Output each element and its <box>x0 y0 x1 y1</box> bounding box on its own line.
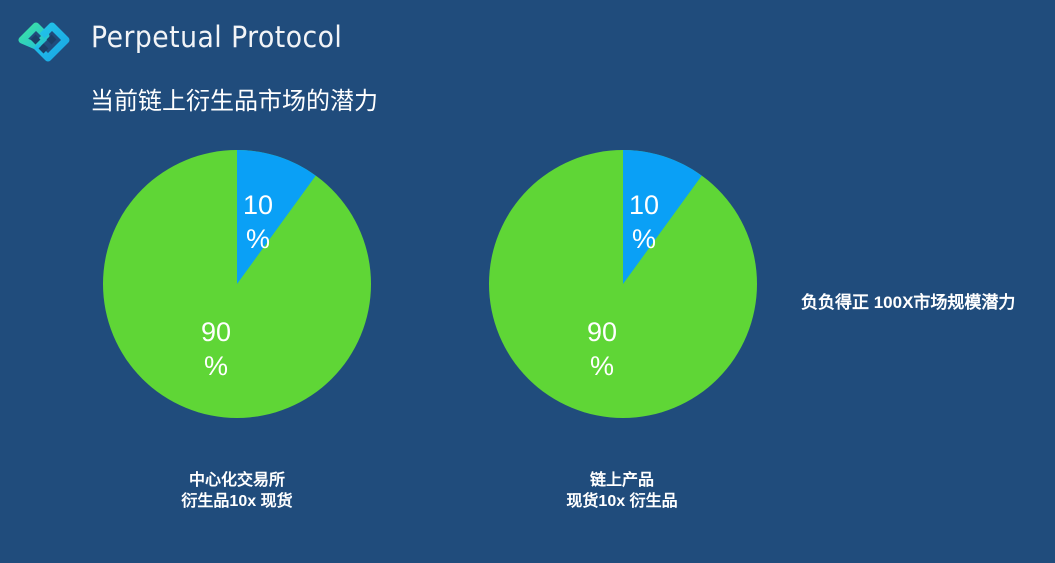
caption-line: 中心化交易所 <box>188 472 285 489</box>
slice-unit: % <box>203 351 228 381</box>
perpetual-protocol-logo-icon <box>18 17 70 65</box>
slice-label-10: 10 % <box>240 188 276 256</box>
slice-value: 90 <box>200 317 232 347</box>
pie-chart-onchain <box>489 150 757 418</box>
pie-caption-onchain: 链上产品 现货10x 衍生品 <box>502 470 742 512</box>
side-note: 负负得正 100X市场规模潜力 <box>801 293 1016 312</box>
slice-value: 90 <box>586 317 618 347</box>
slice-label-90: 90 % <box>583 315 621 383</box>
caption-line: 链上产品 <box>589 472 654 489</box>
pie-slice-10 <box>237 150 316 284</box>
slice-unit: % <box>631 224 656 254</box>
slice-unit: % <box>589 351 614 381</box>
slice-value: 10 <box>628 190 660 220</box>
slice-label-10: 10 % <box>626 188 662 256</box>
pie-slice-10 <box>623 150 702 284</box>
slice-unit: % <box>245 224 270 254</box>
caption-line: 衍生品10x 现货 <box>181 493 293 510</box>
pie-chart-centralized <box>103 150 371 418</box>
slice-label-90: 90 % <box>197 315 235 383</box>
page-title: 当前链上衍生品市场的潜力 <box>90 88 378 115</box>
brand-name: Perpetual Protocol <box>91 20 343 54</box>
pie-caption-centralized: 中心化交易所 衍生品10x 现货 <box>117 470 357 512</box>
slice-value: 10 <box>242 190 274 220</box>
caption-line: 现货10x 衍生品 <box>566 493 678 510</box>
